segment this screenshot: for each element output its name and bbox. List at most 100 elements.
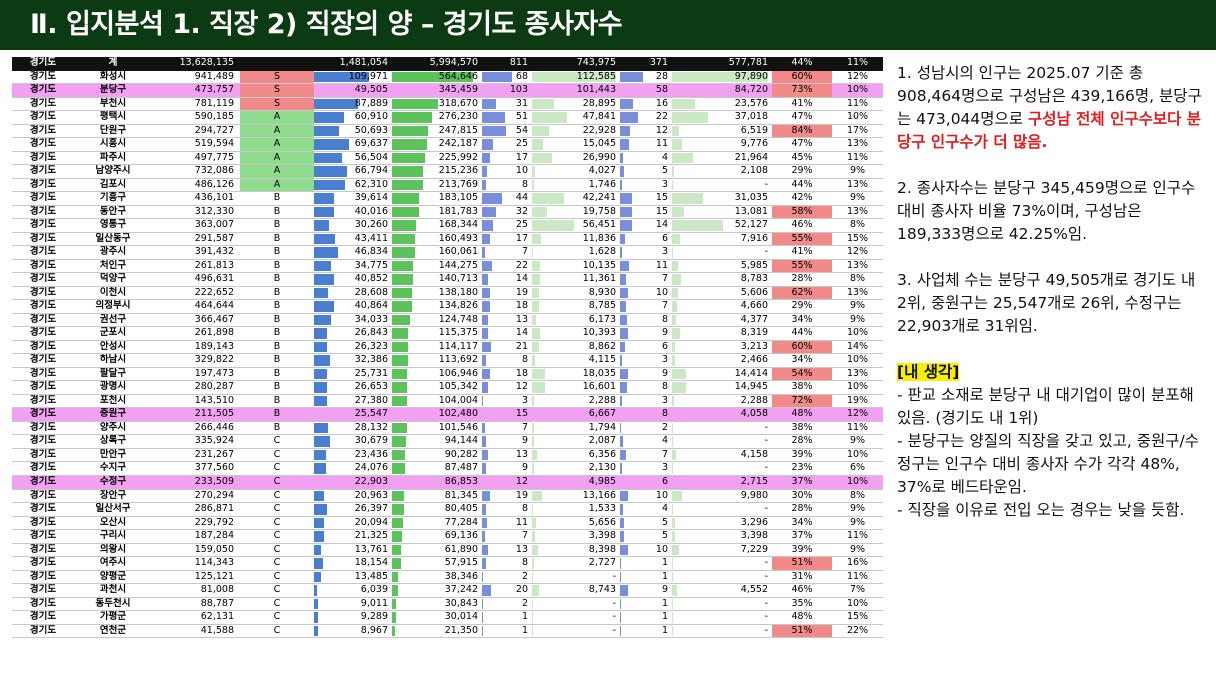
value-bar xyxy=(392,355,408,366)
value-bar xyxy=(392,382,407,393)
cell-value: 84% xyxy=(791,124,813,136)
cell-value: 590,185 xyxy=(194,111,234,123)
cell-share: 13% xyxy=(832,368,883,381)
cell-value: 2 xyxy=(521,570,528,582)
cell-large-firms: 68 xyxy=(482,71,532,84)
value-bar xyxy=(672,598,673,610)
cell-value: 6,519 xyxy=(740,124,768,136)
cell-col-c: 10 xyxy=(620,544,672,557)
value-bar xyxy=(672,544,679,556)
cell-employees: 225,992 xyxy=(392,152,482,165)
cell-value: 경기도 xyxy=(29,543,57,555)
value-bar xyxy=(532,598,533,610)
cell-col-c: 22 xyxy=(620,111,672,124)
cell-value: B xyxy=(273,246,281,258)
cell-value: B xyxy=(273,259,281,271)
table-row: 경기도 양주시 266,446 B 28,132 101,546 7 1,794 2 - 38% 11… xyxy=(12,422,883,436)
cell-value: 경기도 xyxy=(29,151,57,163)
value-bar xyxy=(482,152,490,164)
cell-value: 경기도 xyxy=(29,611,57,623)
cell-businesses: 39,614 xyxy=(314,192,392,205)
cell-value: 의정부시 xyxy=(95,300,131,312)
cell-ratio: 51% xyxy=(772,557,832,570)
cell-businesses: 23,436 xyxy=(314,449,392,462)
table-row: 경기도 양평군 125,121 C 13,485 38,346 2 - 1 - 31% 11% xyxy=(12,571,883,585)
cell-col-c: 8 xyxy=(620,408,672,421)
cell-value: 26,323 xyxy=(354,340,388,352)
cell-value: 10 xyxy=(655,286,668,298)
cell-large-firm-employees: 10,393 xyxy=(532,327,620,340)
cell-value: 덕양구 xyxy=(99,273,127,285)
cell-value: 14 xyxy=(655,219,668,231)
cell-businesses: 32,386 xyxy=(314,354,392,367)
cell-large-firms: 7 xyxy=(482,530,532,543)
cell-ratio: 51% xyxy=(772,624,832,638)
value-bar xyxy=(532,463,534,474)
cell-value: - xyxy=(612,597,616,609)
cell-value: 28,608 xyxy=(354,286,388,298)
cell-value: 경기도 xyxy=(29,300,57,312)
cell-large-firm-employees: 8,743 xyxy=(532,584,620,597)
cell-employees: 37,242 xyxy=(392,584,482,597)
cell-value: 26,397 xyxy=(354,503,388,515)
cell-employees: 77,284 xyxy=(392,517,482,530)
cell-value: 261,898 xyxy=(194,327,234,339)
value-bar xyxy=(672,274,681,285)
cell-province: 경기도 xyxy=(12,462,74,475)
cell-grade: B xyxy=(240,287,314,300)
cell-employees: 90,282 xyxy=(392,449,482,462)
value-bar xyxy=(532,287,539,299)
cell-value: 28,895 xyxy=(582,97,616,109)
cell-value: 46,834 xyxy=(354,246,388,258)
value-bar xyxy=(482,125,506,137)
cell-value: 7 xyxy=(521,421,528,433)
cell-grade: S xyxy=(240,70,314,84)
cell-col-d: 7,916 xyxy=(672,233,772,246)
cell-grade: B xyxy=(240,192,314,205)
cell-value: 18,035 xyxy=(582,367,616,379)
value-bar xyxy=(620,287,628,299)
cell-value: - xyxy=(612,611,616,623)
cell-value: 291,587 xyxy=(194,232,234,244)
value-bar xyxy=(392,274,413,285)
cell-value: 3 xyxy=(521,394,528,406)
cell-businesses: 26,843 xyxy=(314,327,392,340)
cell-share: 10% xyxy=(832,476,883,489)
note-1-text: 1. 성남시의 인구는 2025.07 기준 총 908,464명으로 구성남은… xyxy=(897,64,1202,128)
cell-col-c: 5 xyxy=(620,530,672,543)
cell-value: 경기도 xyxy=(29,394,57,406)
cell-col-c: 3 xyxy=(620,354,672,367)
value-bar xyxy=(532,260,540,272)
cell-value: 247,815 xyxy=(438,124,478,136)
cell-grade: B xyxy=(240,219,314,232)
value-bar xyxy=(392,71,473,83)
cell-value: 26,990 xyxy=(582,151,616,163)
cell-businesses: 25,547 xyxy=(314,408,392,421)
cell-value: 266,446 xyxy=(194,421,234,433)
cell-large-firms: 11 xyxy=(482,517,532,530)
cell-value: 20 xyxy=(515,584,528,596)
cell-province: 경기도 xyxy=(12,300,74,313)
cell-value: C xyxy=(273,530,281,542)
cell-large-firm-employees: - xyxy=(532,571,620,584)
cell-population: 143,510 xyxy=(152,395,240,408)
cell-large-firms: 21 xyxy=(482,341,532,354)
cell-businesses: 21,325 xyxy=(314,530,392,543)
cell-value: 9% xyxy=(849,165,866,177)
cell-city: 양주시 xyxy=(74,422,152,435)
cell-value: 32 xyxy=(515,205,528,217)
cell-value: 경기도 xyxy=(29,530,57,542)
cell-province: 경기도 xyxy=(12,165,74,178)
cell-value: 60% xyxy=(791,70,813,82)
table-row: 경기도 상록구 335,924 C 30,679 94,144 9 2,087 4 - 28% 9% xyxy=(12,435,883,449)
table-row: 경기도 평택시 590,185 A 60,910 276,230 51 47,841 22 37,… xyxy=(12,111,883,125)
value-bar xyxy=(672,436,673,447)
cell-businesses: 20,963 xyxy=(314,490,392,503)
cell-value: 1 xyxy=(661,557,668,569)
cell-col-c: 8 xyxy=(620,314,672,327)
cell-value: 7% xyxy=(849,584,866,596)
cell-value: 23% xyxy=(791,462,813,474)
cell-value: 366,467 xyxy=(194,313,234,325)
cell-grade: B xyxy=(240,422,314,435)
cell-value: 30,014 xyxy=(444,611,478,623)
